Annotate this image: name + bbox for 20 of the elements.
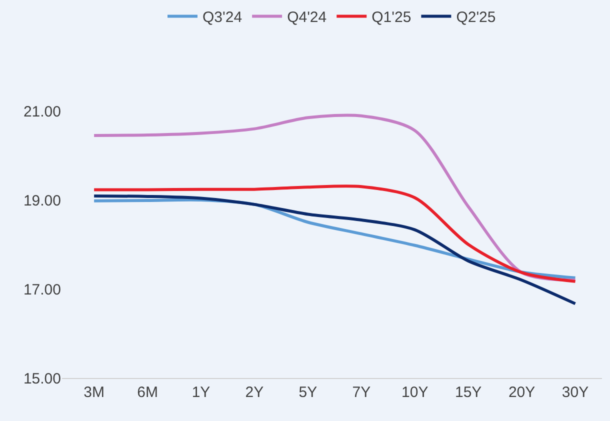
x-tick-label: 10Y <box>402 384 428 401</box>
x-tick-label: 5Y <box>298 384 318 401</box>
legend-label: Q1'25 <box>372 9 412 26</box>
line-series <box>92 184 577 283</box>
x-tick-label: 6M <box>137 384 158 401</box>
x-tick-label: 3M <box>84 384 104 401</box>
x-tick-label: 15Y <box>454 384 482 401</box>
legend-label: Q2'25 <box>456 9 496 26</box>
legend-label: Q4'24 <box>287 9 327 26</box>
y-tick-label: 17.00 <box>23 281 61 298</box>
x-tick-label: 20Y <box>508 384 536 401</box>
x-tick-label: 30Y <box>562 384 589 401</box>
line-series <box>92 194 577 306</box>
y-tick-label: 19.00 <box>23 192 61 210</box>
legend-label: Q3'24 <box>202 9 242 26</box>
y-tick-label: 21.00 <box>23 103 61 120</box>
y-tick-label: 15.00 <box>23 370 61 388</box>
x-tick-label: 7Y <box>352 384 371 401</box>
x-tick-label: 1Y <box>192 384 210 401</box>
x-tick-label: 2Y <box>245 384 264 401</box>
